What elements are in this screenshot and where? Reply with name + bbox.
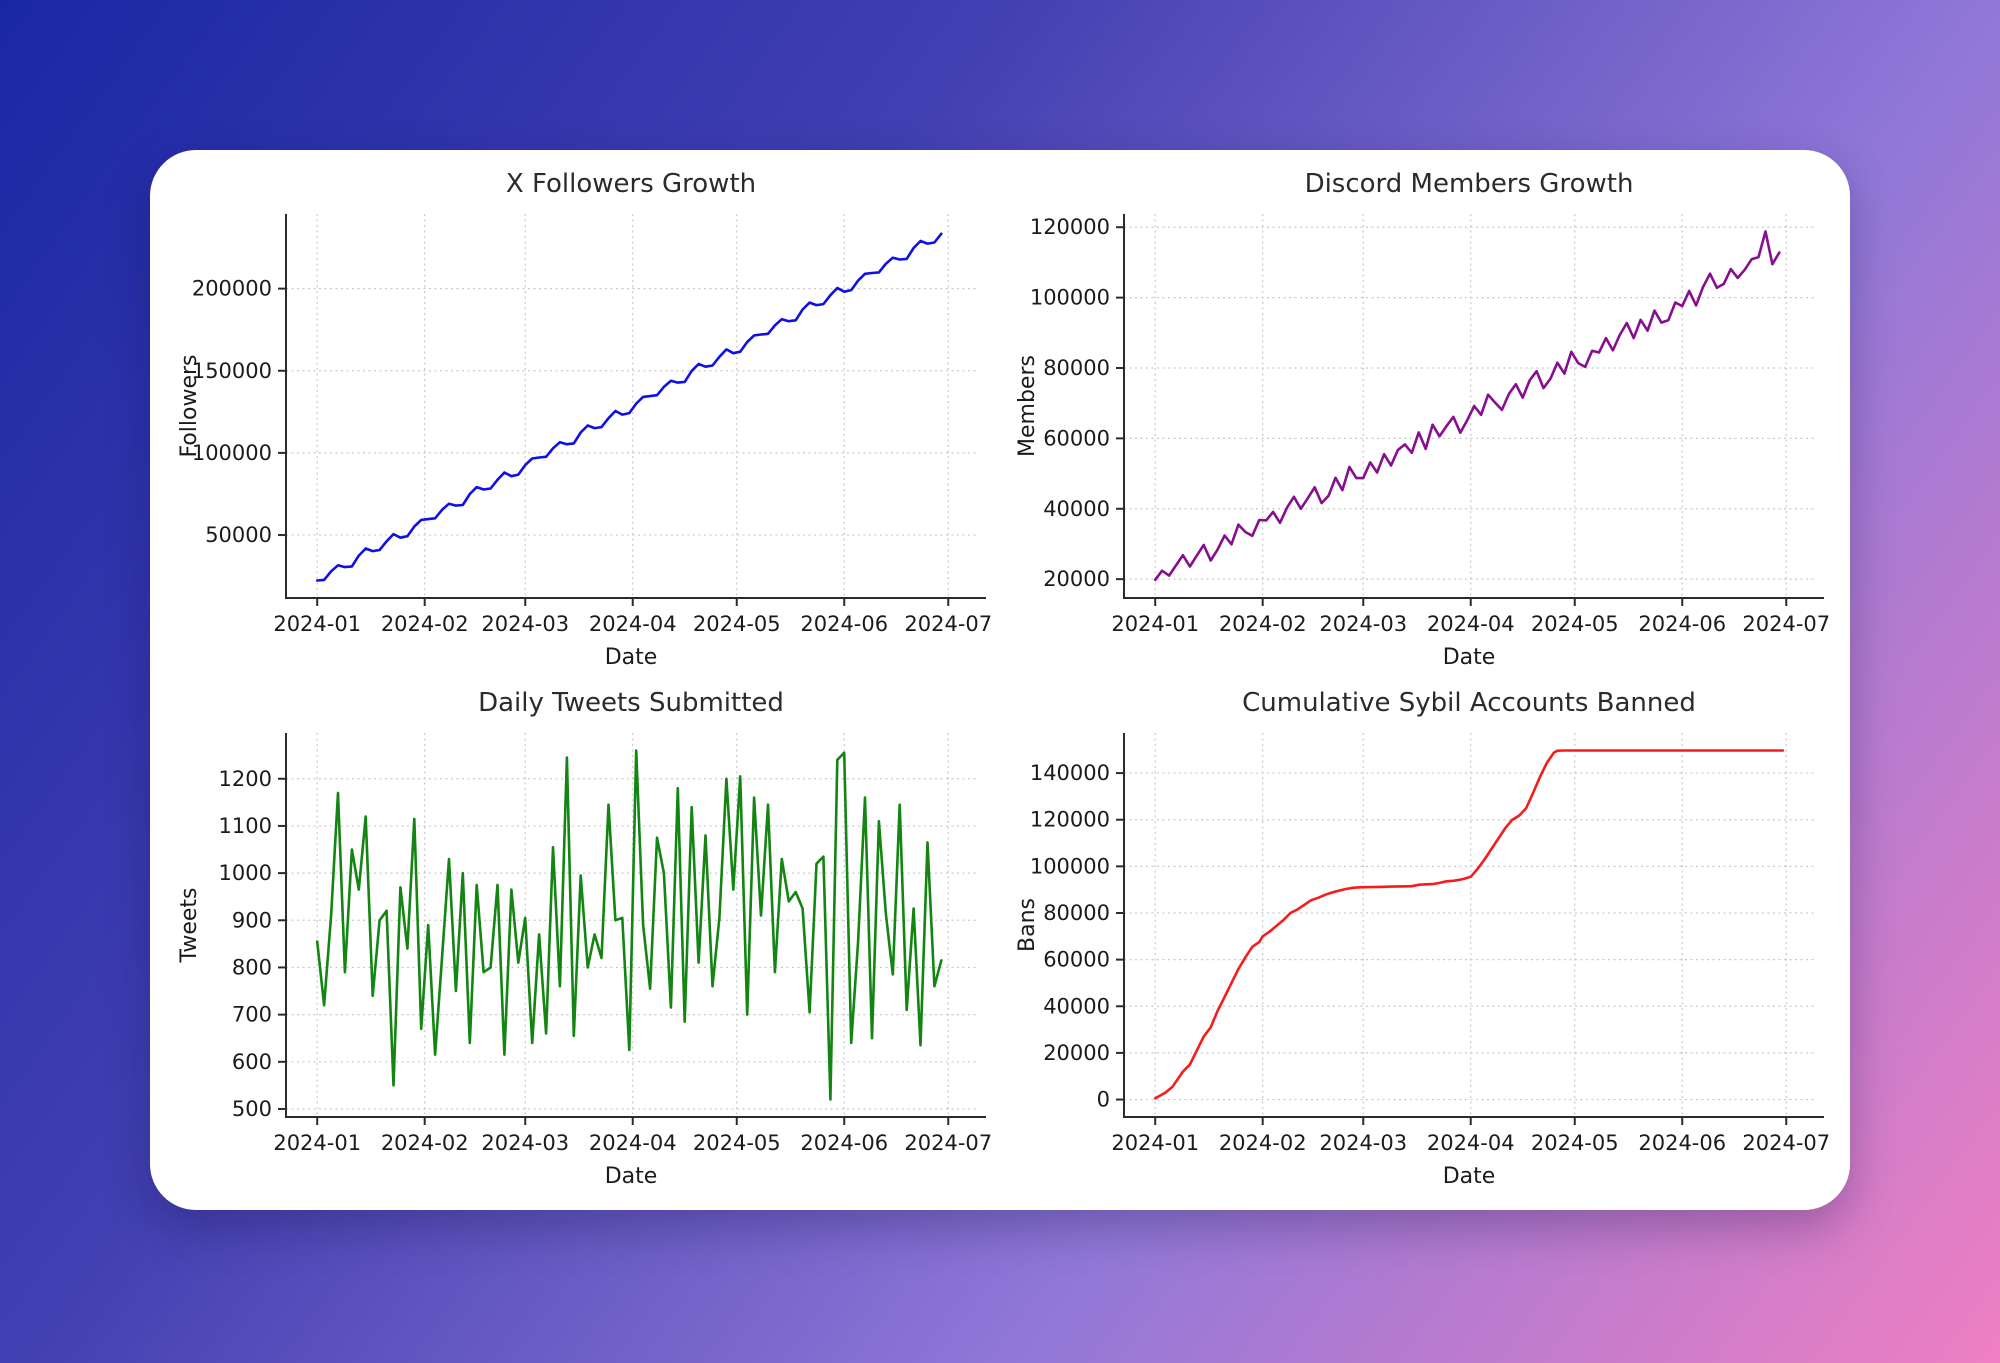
- svg-text:60000: 60000: [1043, 948, 1110, 972]
- svg-text:600: 600: [232, 1050, 272, 1074]
- chart-canvas-discord-members: 2024-01 2024-02 2024-03 2024-04 2024-05 2024-…: [1015, 214, 1830, 670]
- svg-text:2024-07: 2024-07: [904, 612, 992, 636]
- svg-text:40000: 40000: [1043, 497, 1110, 521]
- chart-canvas-daily-tweets: 2024-01 2024-02 2024-03 2024-04 2024-05 2024-…: [177, 733, 992, 1189]
- svg-text:2024-04: 2024-04: [589, 1131, 677, 1155]
- svg-text:2024-06: 2024-06: [1638, 612, 1726, 636]
- svg-text:80000: 80000: [1043, 901, 1110, 925]
- svg-text:Tweets: Tweets: [177, 888, 202, 964]
- svg-text:2024-02: 2024-02: [381, 612, 469, 636]
- svg-text:150000: 150000: [192, 359, 272, 383]
- chart-panel-discord-members: Discord Members Growth 2024-01 2024-02 202…: [1000, 166, 1838, 685]
- svg-text:80000: 80000: [1043, 356, 1110, 380]
- svg-text:Date: Date: [1443, 1164, 1496, 1189]
- svg-text:2024-07: 2024-07: [1742, 612, 1830, 636]
- svg-text:20000: 20000: [1043, 567, 1110, 591]
- svg-text:Date: Date: [605, 645, 658, 670]
- svg-text:100000: 100000: [192, 441, 272, 465]
- svg-text:2024-04: 2024-04: [1427, 1131, 1515, 1155]
- svg-text:2024-04: 2024-04: [589, 612, 677, 636]
- svg-text:2024-06: 2024-06: [1638, 1131, 1726, 1155]
- svg-text:2024-05: 2024-05: [693, 612, 781, 636]
- chart-panel-sybil-bans: Cumulative Sybil Accounts Banned 2024-01…: [1000, 685, 1838, 1204]
- chart-title-discord-members: Discord Members Growth: [1304, 169, 1634, 199]
- svg-text:140000: 140000: [1030, 761, 1110, 785]
- svg-text:0: 0: [1097, 1088, 1110, 1112]
- svg-text:2024-03: 2024-03: [1319, 612, 1407, 636]
- svg-text:800: 800: [232, 955, 272, 979]
- svg-text:1000: 1000: [219, 861, 272, 885]
- svg-text:200000: 200000: [192, 277, 272, 301]
- svg-text:100000: 100000: [1030, 286, 1110, 310]
- svg-text:2024-07: 2024-07: [904, 1131, 992, 1155]
- chart-canvas-x-followers: 2024-01 2024-02 2024-03 2024-04 2024-05 2024-…: [177, 214, 992, 670]
- svg-text:2024-01: 2024-01: [273, 1131, 361, 1155]
- svg-text:2024-06: 2024-06: [800, 1131, 888, 1155]
- svg-text:120000: 120000: [1030, 215, 1110, 239]
- chart-panel-x-followers: X Followers Growth 2024-01 2024-02 2024-03…: [162, 166, 1000, 685]
- svg-text:900: 900: [232, 908, 272, 932]
- svg-text:1100: 1100: [219, 814, 272, 838]
- svg-text:2024-01: 2024-01: [1111, 612, 1199, 636]
- svg-text:2024-03: 2024-03: [481, 612, 569, 636]
- svg-text:2024-02: 2024-02: [381, 1131, 469, 1155]
- svg-text:2024-03: 2024-03: [1319, 1131, 1407, 1155]
- svg-text:2024-02: 2024-02: [1219, 612, 1307, 636]
- svg-text:2024-05: 2024-05: [1531, 1131, 1619, 1155]
- svg-text:20000: 20000: [1043, 1041, 1110, 1065]
- svg-text:2024-01: 2024-01: [1111, 1131, 1199, 1155]
- chart-title-sybil-bans: Cumulative Sybil Accounts Banned: [1242, 688, 1696, 718]
- svg-text:2024-07: 2024-07: [1742, 1131, 1830, 1155]
- svg-text:500: 500: [232, 1097, 272, 1121]
- chart-title-daily-tweets: Daily Tweets Submitted: [478, 688, 784, 718]
- svg-text:Date: Date: [1443, 645, 1496, 670]
- svg-text:2024-03: 2024-03: [481, 1131, 569, 1155]
- svg-text:Bans: Bans: [1015, 898, 1040, 952]
- svg-text:2024-05: 2024-05: [693, 1131, 781, 1155]
- svg-text:2024-06: 2024-06: [800, 612, 888, 636]
- svg-text:2024-04: 2024-04: [1427, 612, 1515, 636]
- svg-text:120000: 120000: [1030, 808, 1110, 832]
- svg-text:50000: 50000: [205, 523, 272, 547]
- chart-canvas-sybil-bans: 2024-01 2024-02 2024-03 2024-04 2024-05 2024-…: [1015, 733, 1830, 1189]
- svg-text:1200: 1200: [219, 767, 272, 791]
- svg-text:40000: 40000: [1043, 994, 1110, 1018]
- svg-text:2024-02: 2024-02: [1219, 1131, 1307, 1155]
- svg-text:700: 700: [232, 1003, 272, 1027]
- svg-text:Date: Date: [605, 1164, 658, 1189]
- svg-text:2024-01: 2024-01: [273, 612, 361, 636]
- dashboard-card: X Followers Growth 2024-01 2024-02 2024-03…: [150, 150, 1850, 1210]
- svg-text:2024-05: 2024-05: [1531, 612, 1619, 636]
- svg-text:100000: 100000: [1030, 854, 1110, 878]
- svg-text:Followers: Followers: [177, 354, 202, 457]
- chart-title-x-followers: X Followers Growth: [505, 169, 757, 199]
- svg-text:Members: Members: [1015, 355, 1040, 457]
- svg-text:60000: 60000: [1043, 426, 1110, 450]
- chart-panel-daily-tweets: Daily Tweets Submitted 2024-01 2024-02 202…: [162, 685, 1000, 1204]
